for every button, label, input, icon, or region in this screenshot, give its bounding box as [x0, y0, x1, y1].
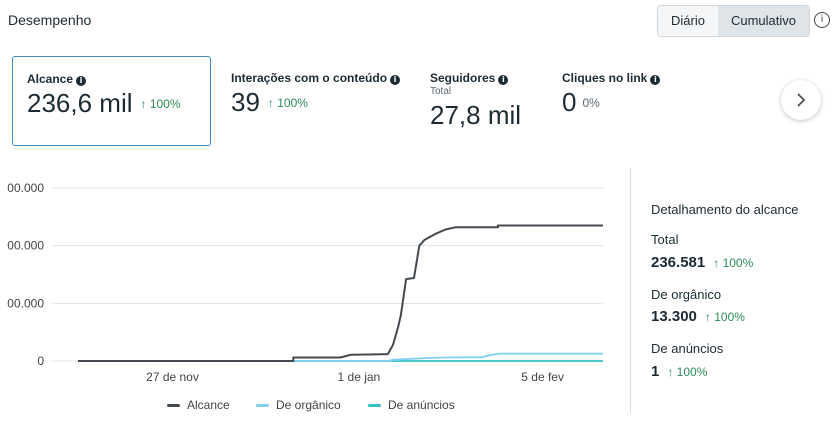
metric-change: ↑ 100% [140, 97, 181, 111]
y-tick-label: 00.000 [7, 181, 44, 195]
vertical-divider [630, 168, 631, 413]
y-tick-label: 00.000 [7, 296, 44, 310]
x-tick-label: 5 de fev [521, 370, 564, 384]
y-axis-ticks: 00.000 00.000 00.000 0 [7, 181, 44, 368]
metric-card-link-clicks[interactable]: Cliques no link i 0 0% [548, 56, 678, 146]
info-icon[interactable]: i [76, 76, 87, 86]
metric-label: Interações com o conteúdo i [231, 71, 401, 85]
legend-item-ads[interactable]: De anúncios [368, 398, 455, 412]
metric-card-reach[interactable]: Alcance i 236,6 mil ↑ 100% [12, 56, 211, 146]
next-metrics-button[interactable] [781, 80, 821, 120]
breakdown-value-organic: 13.300 ↑ 100% [651, 308, 745, 325]
y-tick-label: 00.000 [7, 239, 44, 253]
metric-change: ↑ 100% [267, 96, 308, 110]
info-icon[interactable]: i [650, 75, 661, 85]
breakdown-change: ↑ 100% [667, 365, 708, 379]
legend-swatch [167, 403, 180, 407]
legend-item-reach[interactable]: Alcance [167, 398, 230, 412]
chevron-right-icon [797, 93, 806, 107]
header-title: Desempenho [8, 12, 92, 28]
breakdown-change: ↑ 100% [704, 310, 745, 324]
legend-swatch [368, 403, 381, 407]
metric-value: 39 ↑ 100% [231, 87, 308, 117]
series-line-de-orgânico [78, 352, 603, 362]
metric-card-interactions[interactable]: Interações com o conteúdo i 39 ↑ 100% [217, 56, 407, 146]
metric-card-followers[interactable]: Seguidores i Total 27,8 mil [416, 56, 546, 146]
metric-label: Cliques no link i [562, 71, 661, 85]
x-tick-label: 27 de nov [146, 370, 199, 384]
chart-series [78, 224, 603, 362]
breakdown-change: ↑ 100% [713, 256, 754, 270]
breakdown-value-total: 236.581 ↑ 100% [651, 254, 754, 271]
metric-label: Alcance i [27, 72, 87, 86]
info-circle-icon[interactable]: i [814, 12, 830, 28]
series-line-alcance [78, 224, 603, 362]
metric-sublabel: Total [430, 86, 452, 97]
legend-item-organic[interactable]: De orgânico [256, 398, 341, 412]
breakdown-label-organic: De orgânico [651, 287, 722, 302]
metric-change: 0% [582, 96, 600, 110]
x-tick-label: 1 de jan [338, 370, 381, 384]
x-axis-ticks: 27 de nov 1 de jan 5 de fev [146, 370, 564, 384]
chart-grid [52, 187, 603, 362]
info-icon[interactable]: i [498, 75, 509, 85]
metric-label: Seguidores i [430, 71, 509, 85]
metric-value: 27,8 mil [430, 100, 522, 130]
breakdown-title: Detalhamento do alcance [651, 202, 799, 217]
breakdown-value-ads: 1 ↑ 100% [651, 363, 708, 380]
info-icon[interactable]: i [390, 75, 401, 85]
legend-swatch [256, 403, 269, 407]
metric-value: 236,6 mil ↑ 100% [27, 88, 181, 118]
view-toggle: Diário Cumulativo [657, 5, 810, 37]
reach-line-chart: 00.000 00.000 00.000 0 27 de nov 1 de jan 5 d… [7, 181, 603, 384]
metric-value: 0 0% [562, 87, 600, 117]
toggle-cumulative[interactable]: Cumulativo [717, 6, 809, 36]
breakdown-label-total: Total [651, 232, 679, 247]
breakdown-label-ads: De anúncios [651, 341, 724, 356]
toggle-daily[interactable]: Diário [658, 6, 718, 36]
y-tick-label: 0 [37, 354, 44, 368]
